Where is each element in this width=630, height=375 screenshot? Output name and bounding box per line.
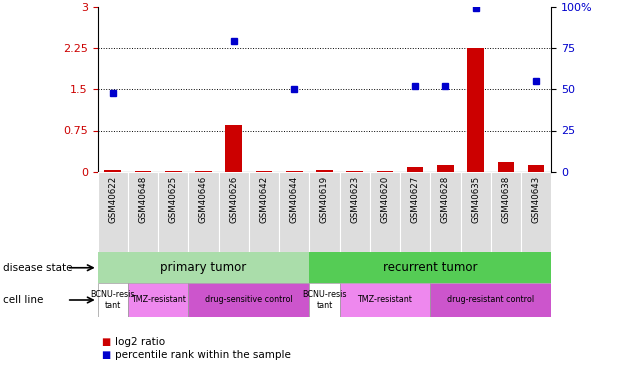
Bar <box>437 165 454 172</box>
Bar <box>165 171 181 172</box>
Bar <box>249 172 279 252</box>
Text: GSM40620: GSM40620 <box>381 176 389 223</box>
Bar <box>188 283 309 317</box>
Text: drug-resistant control: drug-resistant control <box>447 296 534 304</box>
Bar <box>461 172 491 252</box>
Text: GSM40648: GSM40648 <box>139 176 147 223</box>
Bar <box>98 283 128 317</box>
Text: GSM40622: GSM40622 <box>108 176 117 223</box>
Bar <box>188 172 219 252</box>
Bar <box>521 172 551 252</box>
Text: GSM40626: GSM40626 <box>229 176 238 223</box>
Bar <box>316 170 333 172</box>
Text: TMZ-resistant: TMZ-resistant <box>130 296 186 304</box>
Bar <box>219 172 249 252</box>
Bar <box>346 171 363 172</box>
Text: recurrent tumor: recurrent tumor <box>383 261 478 274</box>
Bar <box>491 172 521 252</box>
Text: GSM40644: GSM40644 <box>290 176 299 223</box>
Bar <box>340 172 370 252</box>
Bar <box>226 125 242 172</box>
Text: cell line: cell line <box>3 295 43 305</box>
Text: GSM40628: GSM40628 <box>441 176 450 223</box>
Text: BCNU-resis
tant: BCNU-resis tant <box>91 290 135 310</box>
Bar <box>128 283 188 317</box>
Text: TMZ-resistant: TMZ-resistant <box>357 296 413 304</box>
Bar <box>309 283 340 317</box>
Text: BCNU-resis
tant: BCNU-resis tant <box>302 290 346 310</box>
Bar <box>430 283 551 317</box>
Text: GSM40642: GSM40642 <box>260 176 268 223</box>
Bar <box>98 252 309 283</box>
Text: log2 ratio: log2 ratio <box>115 337 166 347</box>
Bar <box>309 172 340 252</box>
Bar <box>195 171 212 172</box>
Text: GSM40619: GSM40619 <box>320 176 329 223</box>
Text: percentile rank within the sample: percentile rank within the sample <box>115 350 291 360</box>
Text: GSM40643: GSM40643 <box>532 176 541 223</box>
Text: disease state: disease state <box>3 263 72 273</box>
Text: drug-sensitive control: drug-sensitive control <box>205 296 293 304</box>
Bar <box>286 171 302 172</box>
Bar <box>370 172 400 252</box>
Bar <box>528 165 544 172</box>
Text: GSM40638: GSM40638 <box>501 176 510 223</box>
Text: GSM40635: GSM40635 <box>471 176 480 223</box>
Title: GDS1830 / 23063: GDS1830 / 23063 <box>195 0 318 1</box>
Bar <box>309 252 551 283</box>
Text: primary tumor: primary tumor <box>161 261 246 274</box>
Text: GSM40627: GSM40627 <box>411 176 420 223</box>
Bar <box>98 172 128 252</box>
Bar <box>340 283 430 317</box>
Bar <box>400 172 430 252</box>
Text: GSM40623: GSM40623 <box>350 176 359 223</box>
Bar <box>430 172 461 252</box>
Bar <box>128 172 158 252</box>
Bar <box>135 171 151 172</box>
Bar <box>279 172 309 252</box>
Text: GSM40646: GSM40646 <box>199 176 208 223</box>
Text: ■: ■ <box>101 337 110 347</box>
Bar <box>256 171 272 172</box>
Text: ■: ■ <box>101 350 110 360</box>
Bar <box>498 162 514 172</box>
Bar <box>158 172 188 252</box>
Bar <box>105 170 121 172</box>
Bar <box>467 48 484 172</box>
Text: GSM40625: GSM40625 <box>169 176 178 223</box>
Bar <box>377 171 393 172</box>
Bar <box>407 167 423 172</box>
